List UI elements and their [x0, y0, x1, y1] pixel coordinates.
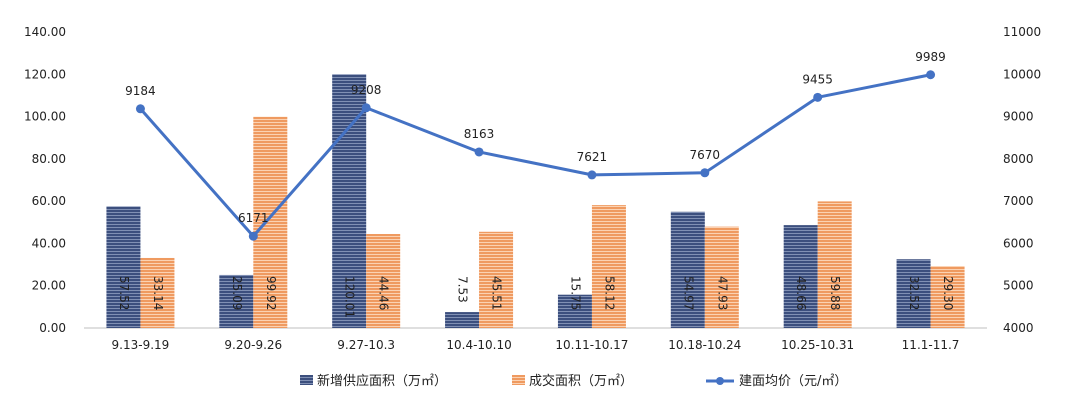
bar-value-label: 57.52 [117, 276, 131, 310]
price-point-label: 9184 [125, 84, 156, 98]
bar-value-label: 54.97 [681, 276, 695, 310]
x-category-label: 9.13-9.19 [112, 338, 170, 352]
price-line-path [139, 73, 931, 238]
bar-value-label: 45.51 [490, 276, 504, 310]
legend-label: 成交面积（万㎡） [529, 373, 633, 389]
deal-bar [591, 205, 626, 328]
price-point [474, 147, 484, 157]
x-category-label: 9.20-9.26 [224, 338, 282, 352]
x-category-label: 10.18-10.24 [668, 338, 741, 352]
legend-swatch [512, 375, 525, 385]
deal-bar [479, 231, 514, 328]
price-point-label: 7670 [690, 148, 721, 162]
legend-swatch [300, 375, 313, 385]
price-point [587, 170, 597, 180]
bars: 57.52 33.14 25.09 99.92 120.01 44.46 7.53 45.51… [106, 74, 965, 328]
right-tick-label: 5000 [1003, 279, 1034, 293]
deal-bar [366, 233, 401, 328]
bar-value-label: 48.66 [794, 276, 808, 310]
bar-value-label: 15.75 [568, 276, 582, 310]
left-tick-label: 100.00 [24, 110, 66, 124]
bar-value-label: 99.92 [264, 276, 278, 310]
price-point-label: 9455 [802, 72, 833, 86]
left-tick-label: 20.00 [32, 279, 66, 293]
price-point-label: 6171 [238, 211, 269, 225]
supply-bar [896, 259, 931, 328]
price-point-label: 9989 [915, 50, 946, 64]
right-y-axis: 4000 5000 6000 7000 8000 9000 10000 11000 [1003, 25, 1041, 335]
left-tick-label: 80.00 [32, 152, 66, 166]
x-category-label: 10.4-10.10 [446, 338, 511, 352]
bar-value-label: 44.46 [377, 276, 391, 310]
bar-value-label: 58.12 [602, 276, 616, 310]
price-point [361, 103, 371, 113]
right-tick-label: 8000 [1003, 152, 1034, 166]
price-point-label: 9208 [351, 83, 382, 97]
bar-value-label: 25.09 [230, 276, 244, 310]
x-category-label: 10.25-10.31 [781, 338, 854, 352]
x-category-label: 9.27-10.3 [337, 338, 395, 352]
deal-bar [704, 226, 739, 328]
left-tick-label: 40.00 [32, 236, 66, 250]
left-y-axis: 0.00 20.00 40.00 60.00 80.00 100.00 120.00 140.… [24, 25, 66, 335]
x-category-label: 10.11-10.17 [555, 338, 628, 352]
bar-value-label: 59.88 [828, 276, 842, 310]
right-tick-label: 10000 [1003, 67, 1041, 81]
price-point-label: 8163 [464, 127, 495, 141]
bar-value-label: 7.53 [456, 276, 470, 303]
legend-marker [716, 377, 724, 385]
right-tick-label: 4000 [1003, 321, 1034, 335]
bar-value-label: 33.14 [151, 276, 165, 310]
bar-value-label: 32.52 [907, 276, 921, 310]
supply-bar [557, 294, 592, 328]
right-tick-label: 9000 [1003, 110, 1034, 124]
bar-value-label: 29.30 [941, 276, 955, 310]
supply-bar [670, 211, 705, 328]
deal-bar [930, 266, 965, 328]
supply-bar [106, 206, 141, 328]
left-tick-label: 60.00 [32, 194, 66, 208]
supply-bar [219, 274, 254, 328]
supply-bar [332, 74, 367, 328]
price-point [248, 231, 258, 241]
price-point [926, 70, 936, 80]
left-tick-label: 120.00 [24, 67, 66, 81]
bar-value-label: 120.01 [343, 276, 357, 318]
x-category-label: 11.1-11.7 [902, 338, 960, 352]
supply-bar [783, 225, 818, 328]
price-point [700, 168, 710, 178]
price-point-label: 7621 [577, 150, 608, 164]
x-axis-categories: 9.13-9.19 9.20-9.26 9.27-10.3 10.4-10.10 10.… [112, 338, 960, 352]
price-point [813, 92, 823, 102]
legend-label: 新增供应面积（万㎡） [317, 373, 447, 389]
left-tick-label: 140.00 [24, 25, 66, 39]
bar-value-label: 47.93 [715, 276, 729, 310]
price-line: 9184 6171 9208 8163 7621 7670 9455 9989 [125, 50, 946, 241]
legend-label: 建面均价（元/㎡） [739, 374, 847, 389]
legend: 新增供应面积（万㎡） 成交面积（万㎡） 建面均价（元/㎡） [300, 373, 847, 389]
right-tick-label: 11000 [1003, 25, 1041, 39]
deal-bar [140, 257, 175, 328]
supply-bar [445, 312, 480, 328]
left-tick-label: 0.00 [39, 321, 66, 335]
deal-bar [817, 201, 852, 328]
deal-bar [253, 116, 288, 328]
right-tick-label: 6000 [1003, 236, 1034, 250]
right-tick-label: 7000 [1003, 194, 1034, 208]
price-point [135, 104, 145, 114]
